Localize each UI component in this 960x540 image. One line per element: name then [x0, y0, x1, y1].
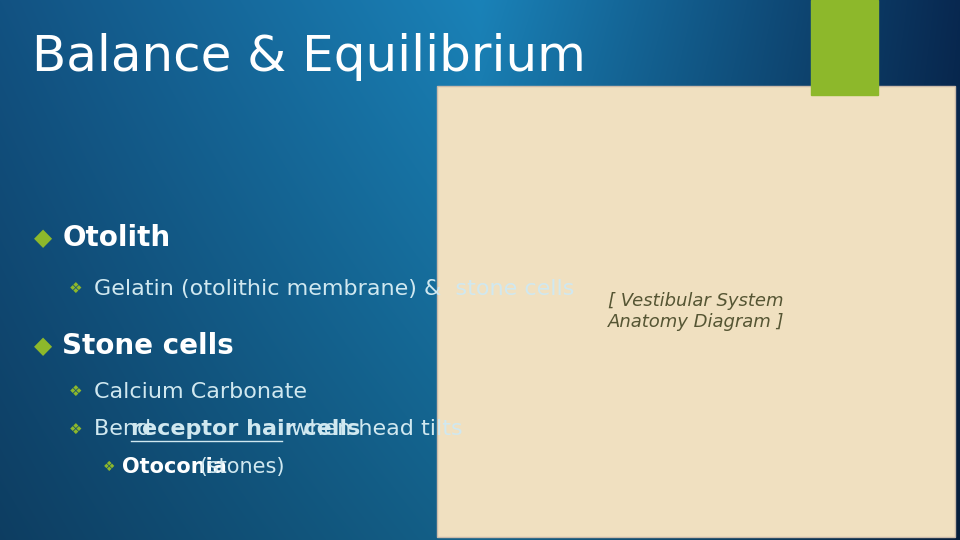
- Text: ❖: ❖: [103, 460, 115, 474]
- Text: ❖: ❖: [69, 422, 83, 437]
- Text: ❖: ❖: [69, 384, 83, 399]
- Text: Otolith: Otolith: [62, 224, 171, 252]
- Bar: [811, 0, 878, 94]
- Text: Gelatin (otolithic membrane) &  stone cells: Gelatin (otolithic membrane) & stone cel…: [94, 279, 574, 299]
- Text: Bend: Bend: [94, 419, 158, 440]
- Text: Calcium Carbonate: Calcium Carbonate: [94, 381, 307, 402]
- Text: when head tilts: when head tilts: [284, 419, 463, 440]
- Text: [ Vestibular System
Anatomy Diagram ]: [ Vestibular System Anatomy Diagram ]: [608, 293, 784, 331]
- Text: (stones): (stones): [193, 457, 284, 477]
- Text: ◆: ◆: [34, 226, 52, 249]
- Bar: [437, 86, 955, 537]
- Text: ◆: ◆: [34, 334, 52, 357]
- Text: ❖: ❖: [69, 281, 83, 296]
- Text: Otoconia: Otoconia: [122, 457, 227, 477]
- Text: Balance & Equilibrium: Balance & Equilibrium: [32, 33, 586, 80]
- Text: receptor hair cells: receptor hair cells: [131, 419, 360, 440]
- Text: Stone cells: Stone cells: [62, 332, 234, 360]
